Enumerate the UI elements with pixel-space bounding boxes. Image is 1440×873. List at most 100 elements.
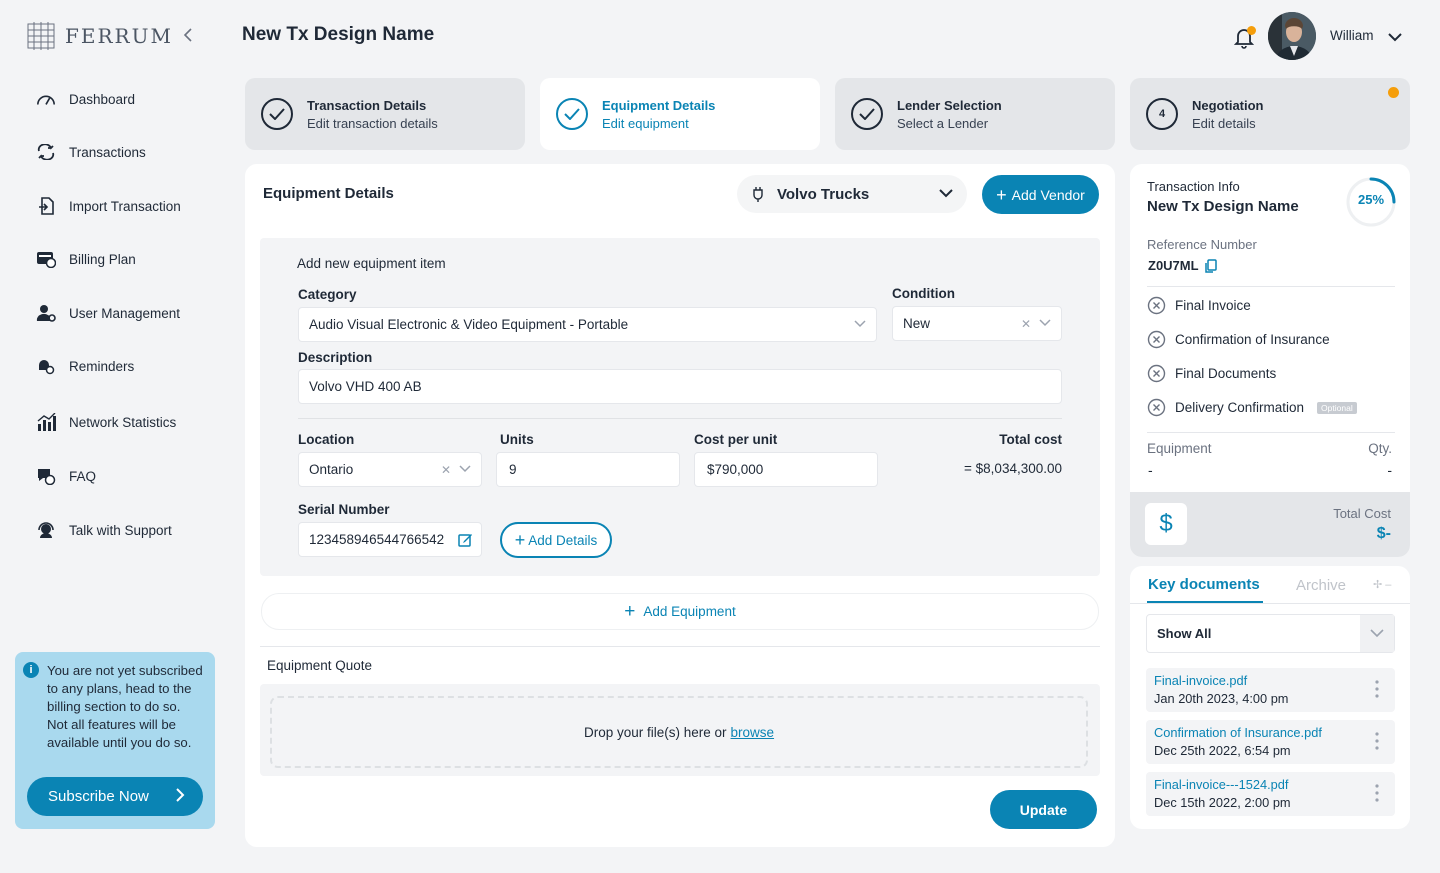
subscription-notice: i You are not yet subscribed to any plan… bbox=[15, 652, 215, 829]
equipment-value: - bbox=[1148, 462, 1153, 478]
plus-icon: + bbox=[514, 530, 526, 550]
sidebar-item-user-management[interactable]: User Management bbox=[36, 301, 216, 325]
progress-arc bbox=[1346, 177, 1396, 227]
category-value: Audio Visual Electronic & Video Equipmen… bbox=[309, 317, 629, 332]
step-subtitle: Edit equipment bbox=[602, 115, 689, 131]
kebab-menu-icon[interactable] bbox=[1375, 784, 1379, 802]
user-name[interactable]: William bbox=[1330, 28, 1374, 43]
step-transaction-details[interactable]: Transaction Details Edit transaction deta… bbox=[245, 78, 525, 150]
dollar-icon: $ bbox=[1145, 503, 1187, 545]
sidebar-item-label: User Management bbox=[69, 305, 181, 321]
location-value: Ontario bbox=[309, 462, 354, 477]
x-circle-icon bbox=[1147, 296, 1166, 315]
serial-number-input[interactable]: 123458946544766542 bbox=[298, 522, 482, 557]
x-circle-icon bbox=[1147, 364, 1166, 383]
document-date: Dec 25th 2022, 6:54 pm bbox=[1154, 743, 1291, 758]
add-equipment-label: Add Equipment bbox=[643, 604, 736, 619]
logo[interactable]: FERRUM bbox=[25, 20, 173, 52]
plus-icon: + bbox=[624, 600, 636, 622]
clear-icon[interactable]: ✕ bbox=[1020, 317, 1031, 331]
sidebar-item-label: Network Statistics bbox=[69, 414, 177, 430]
optional-badge: Optional bbox=[1317, 401, 1357, 414]
document-date: Jan 20th 2023, 4:00 pm bbox=[1154, 691, 1289, 706]
units-value: 9 bbox=[509, 462, 517, 477]
collapse-sidebar-icon[interactable] bbox=[183, 28, 193, 42]
subscribe-now-button[interactable]: Subscribe Now bbox=[27, 777, 203, 816]
sidebar-item-label: FAQ bbox=[69, 468, 97, 484]
step-lender-selection[interactable]: Lender Selection Select a Lender bbox=[835, 78, 1115, 150]
total-cost-value: $- bbox=[1376, 525, 1391, 542]
add-vendor-button[interactable]: + Add Vendor bbox=[982, 175, 1099, 214]
condition-select[interactable]: New ✕ bbox=[892, 306, 1062, 341]
divider bbox=[1130, 603, 1410, 604]
copy-icon[interactable] bbox=[1204, 258, 1217, 273]
file-dropzone[interactable]: Drop your file(s) here or browse bbox=[270, 696, 1088, 768]
bell-icon[interactable] bbox=[1234, 27, 1254, 49]
clear-icon[interactable]: ✕ bbox=[440, 463, 451, 477]
sidebar-item-transactions[interactable]: Transactions bbox=[36, 140, 216, 164]
total-cost-label: Total Cost bbox=[1333, 506, 1391, 521]
step-equipment-details[interactable]: Equipment Details Edit equipment bbox=[540, 78, 820, 150]
document-filter-select[interactable]: Show All bbox=[1146, 614, 1395, 653]
location-select[interactable]: Ontario ✕ bbox=[298, 452, 482, 487]
sidebar-item-label: Dashboard bbox=[69, 91, 136, 107]
chevron-down-icon bbox=[939, 189, 953, 198]
chevron-down-icon bbox=[459, 465, 471, 473]
dropzone-text: Drop your file(s) here or bbox=[583, 724, 727, 740]
user-gear-icon bbox=[36, 303, 56, 323]
document-item[interactable]: Confirmation of Insurance.pdf Dec 25th 2… bbox=[1146, 720, 1395, 764]
progress-percent: 25% bbox=[1357, 192, 1385, 207]
document-name[interactable]: Final-invoice---1524.pdf bbox=[1154, 777, 1289, 792]
location-label: Location bbox=[298, 432, 355, 447]
document-name[interactable]: Confirmation of Insurance.pdf bbox=[1154, 725, 1322, 740]
sidebar-item-dashboard[interactable]: Dashboard bbox=[36, 87, 216, 111]
kebab-menu-icon[interactable] bbox=[1375, 680, 1379, 698]
tab-archive[interactable]: Archive bbox=[1296, 577, 1347, 594]
divider bbox=[260, 646, 1100, 647]
chevron-down-icon bbox=[1360, 615, 1394, 652]
step-negotiation[interactable]: 4 Negotiation Edit details bbox=[1130, 78, 1410, 150]
update-button[interactable]: Update bbox=[990, 790, 1097, 829]
vendor-select[interactable]: Volvo Trucks bbox=[737, 175, 967, 213]
chevron-down-icon[interactable] bbox=[1388, 32, 1402, 42]
step-title: Negotiation bbox=[1192, 97, 1264, 113]
sidebar-item-faq[interactable]: FAQ bbox=[36, 464, 216, 488]
vendor-value: Volvo Trucks bbox=[777, 185, 870, 203]
avatar[interactable] bbox=[1268, 12, 1316, 60]
add-details-button[interactable]: + Add Details bbox=[500, 522, 612, 558]
sidebar-item-talk-with-support[interactable]: Talk with Support bbox=[36, 518, 216, 542]
document-item[interactable]: Final-invoice.pdf Jan 20th 2023, 4:00 pm bbox=[1146, 668, 1395, 712]
sidebar-item-network-statistics[interactable]: Network Statistics bbox=[36, 410, 216, 434]
description-input[interactable]: Volvo VHD 400 AB bbox=[298, 369, 1062, 404]
edit-icon[interactable] bbox=[458, 532, 473, 547]
check-circle-icon bbox=[261, 98, 293, 130]
units-input[interactable]: 9 bbox=[496, 452, 680, 487]
more-tabs-icon[interactable]: ✢ – bbox=[1373, 579, 1392, 591]
reference-number: Z0U7ML bbox=[1148, 258, 1217, 273]
exchange-icon bbox=[36, 142, 56, 162]
logo-icon bbox=[27, 22, 55, 50]
check-circle-icon bbox=[851, 98, 883, 130]
bar-chart-icon bbox=[36, 412, 56, 432]
required-doc-item: Delivery Confirmation Optional bbox=[1147, 398, 1357, 417]
add-equipment-button[interactable]: + Add Equipment bbox=[261, 593, 1099, 630]
info-label: Transaction Info bbox=[1147, 179, 1240, 194]
sidebar-item-reminders[interactable]: Reminders bbox=[36, 354, 216, 378]
sidebar-item-billing-plan[interactable]: Billing Plan bbox=[36, 247, 216, 271]
equipment-form bbox=[260, 238, 1100, 576]
sidebar-item-import-transaction[interactable]: Import Transaction bbox=[36, 194, 216, 218]
reference-number-value: Z0U7ML bbox=[1148, 258, 1199, 273]
document-name[interactable]: Final-invoice.pdf bbox=[1154, 673, 1248, 688]
tab-key-documents[interactable]: Key documents bbox=[1148, 576, 1260, 593]
kebab-menu-icon[interactable] bbox=[1375, 732, 1379, 750]
browse-link[interactable]: browse bbox=[730, 724, 775, 740]
sidebar-item-label: Reminders bbox=[69, 358, 135, 374]
document-item[interactable]: Final-invoice---1524.pdf Dec 15th 2022, … bbox=[1146, 772, 1395, 816]
qty-value: - bbox=[1387, 462, 1392, 478]
cost-per-unit-input[interactable]: $790,000 bbox=[694, 452, 878, 487]
chevron-right-icon bbox=[176, 788, 185, 802]
info-icon: i bbox=[23, 662, 39, 678]
step-subtitle: Edit details bbox=[1192, 115, 1256, 131]
x-circle-icon bbox=[1147, 330, 1166, 349]
category-select[interactable]: Audio Visual Electronic & Video Equipmen… bbox=[298, 307, 877, 342]
